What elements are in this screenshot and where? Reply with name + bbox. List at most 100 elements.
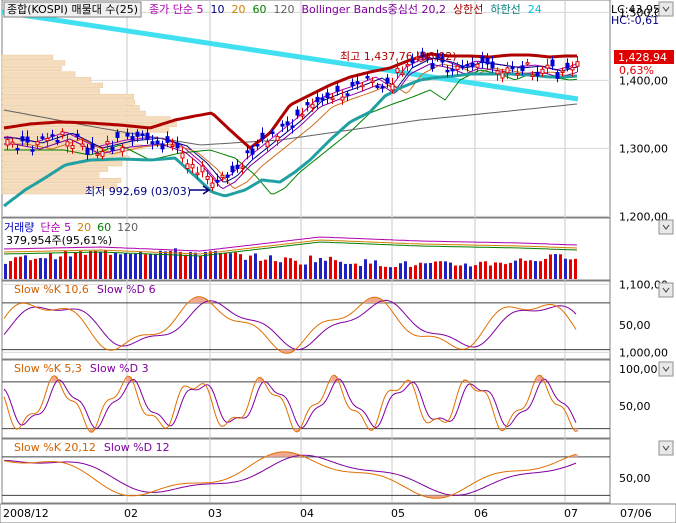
pane-scroll-button[interactable]	[658, 440, 674, 456]
volume-profile-bar	[1, 177, 122, 184]
y-tick-label: 1,500,00	[619, 6, 668, 19]
volume-bar	[454, 265, 457, 279]
volume-bar	[39, 258, 42, 279]
candle	[535, 72, 540, 77]
candle	[65, 141, 70, 147]
candle	[55, 139, 60, 143]
candle	[335, 85, 340, 92]
volume-profile-bar	[1, 93, 134, 100]
volume-bar	[239, 254, 242, 279]
volume-bar	[564, 258, 567, 279]
volume-profile-bar	[1, 189, 87, 195]
candle	[40, 136, 45, 139]
change-pct-label: 0,63%	[619, 64, 654, 77]
candle	[370, 80, 375, 83]
volume-bar	[279, 262, 282, 279]
candle	[395, 67, 400, 73]
volume-bar	[549, 254, 552, 279]
candle	[400, 72, 405, 76]
candle	[35, 141, 40, 146]
pane-scroll-button[interactable]	[658, 1, 674, 17]
volume-bar	[154, 253, 157, 279]
volume-bar	[344, 263, 347, 279]
candle	[330, 97, 335, 101]
candle	[455, 65, 460, 70]
candle	[570, 66, 575, 71]
volume-bar	[59, 256, 62, 279]
candle	[390, 83, 395, 91]
x-tick-label: 03	[208, 507, 222, 520]
y-tick-label: 1,200,00	[619, 210, 668, 223]
candle	[310, 103, 315, 109]
candle	[175, 142, 180, 149]
pane-scroll-button[interactable]	[658, 361, 674, 377]
candle	[470, 62, 475, 68]
y-tick-label: 1,100,00	[619, 278, 668, 291]
candle	[235, 164, 240, 169]
candle	[135, 131, 140, 137]
volume-bar	[224, 252, 227, 279]
candle	[520, 65, 525, 72]
candle	[560, 70, 565, 73]
volume-sub-label: 379,954주(95,61%)	[6, 234, 112, 247]
volume-bar	[104, 250, 107, 279]
candle	[170, 144, 175, 148]
candle	[120, 147, 125, 153]
volume-bar	[534, 261, 537, 279]
stoch2-legend-item: Slow %K 5,3	[14, 362, 82, 375]
price-legend-item: 종가 단순 5	[149, 3, 203, 16]
candle	[185, 163, 190, 170]
volume-bar	[444, 261, 447, 279]
price-legend-item: 종합(KOSPI) 매물대 수(25)	[7, 3, 138, 16]
candle	[45, 137, 50, 142]
volume-bar	[449, 262, 452, 279]
candle	[450, 68, 455, 72]
volume-bar	[424, 263, 427, 279]
volume-bar	[379, 266, 382, 279]
volume-bar	[189, 252, 192, 279]
candle	[530, 74, 535, 77]
volume-bar	[474, 265, 477, 279]
candle	[75, 133, 80, 137]
high-annotation: 최고 1,437,76 (06/02)	[340, 50, 457, 63]
volume-ma60-line	[3, 241, 578, 257]
volume-bar	[409, 266, 412, 279]
volume-bar	[194, 252, 197, 279]
candle	[565, 62, 570, 69]
candle	[25, 136, 30, 143]
pane-scroll-button[interactable]	[658, 282, 674, 298]
volume-bar	[164, 251, 167, 279]
price-legend-item: 하한선	[490, 2, 520, 16]
candle	[270, 131, 275, 135]
volume-bar	[4, 263, 7, 279]
candle	[515, 73, 520, 76]
candle	[20, 136, 25, 142]
volume-bar	[314, 262, 317, 279]
volume-bar	[529, 260, 532, 279]
volume-bar	[114, 252, 117, 279]
volume-bar	[574, 258, 577, 279]
volume-bar	[179, 251, 182, 279]
volume-ma5-line	[3, 236, 578, 252]
volume-profile-bar	[1, 88, 101, 94]
candle	[485, 57, 490, 65]
volume-bar	[19, 256, 22, 279]
volume-bar	[354, 263, 357, 279]
candle	[200, 165, 205, 173]
volume-bar	[514, 260, 517, 279]
stoch2-y-tick: 100,00	[619, 363, 658, 376]
ma60-line	[4, 69, 578, 195]
legend-box	[3, 1, 142, 18]
volume-bar	[124, 253, 127, 279]
candle	[540, 68, 545, 74]
volume-bar	[309, 255, 312, 279]
volume-bar	[469, 266, 472, 279]
volume-bar	[329, 256, 332, 279]
volume-legend-item: 60	[97, 221, 111, 234]
pane-scroll-button[interactable]	[658, 219, 674, 235]
stoch1-y-tick: 50,00	[619, 319, 651, 332]
volume-bar	[249, 255, 252, 279]
volume-bar	[414, 265, 417, 279]
candle	[245, 150, 250, 154]
volume-legend-item: 20	[77, 221, 91, 234]
